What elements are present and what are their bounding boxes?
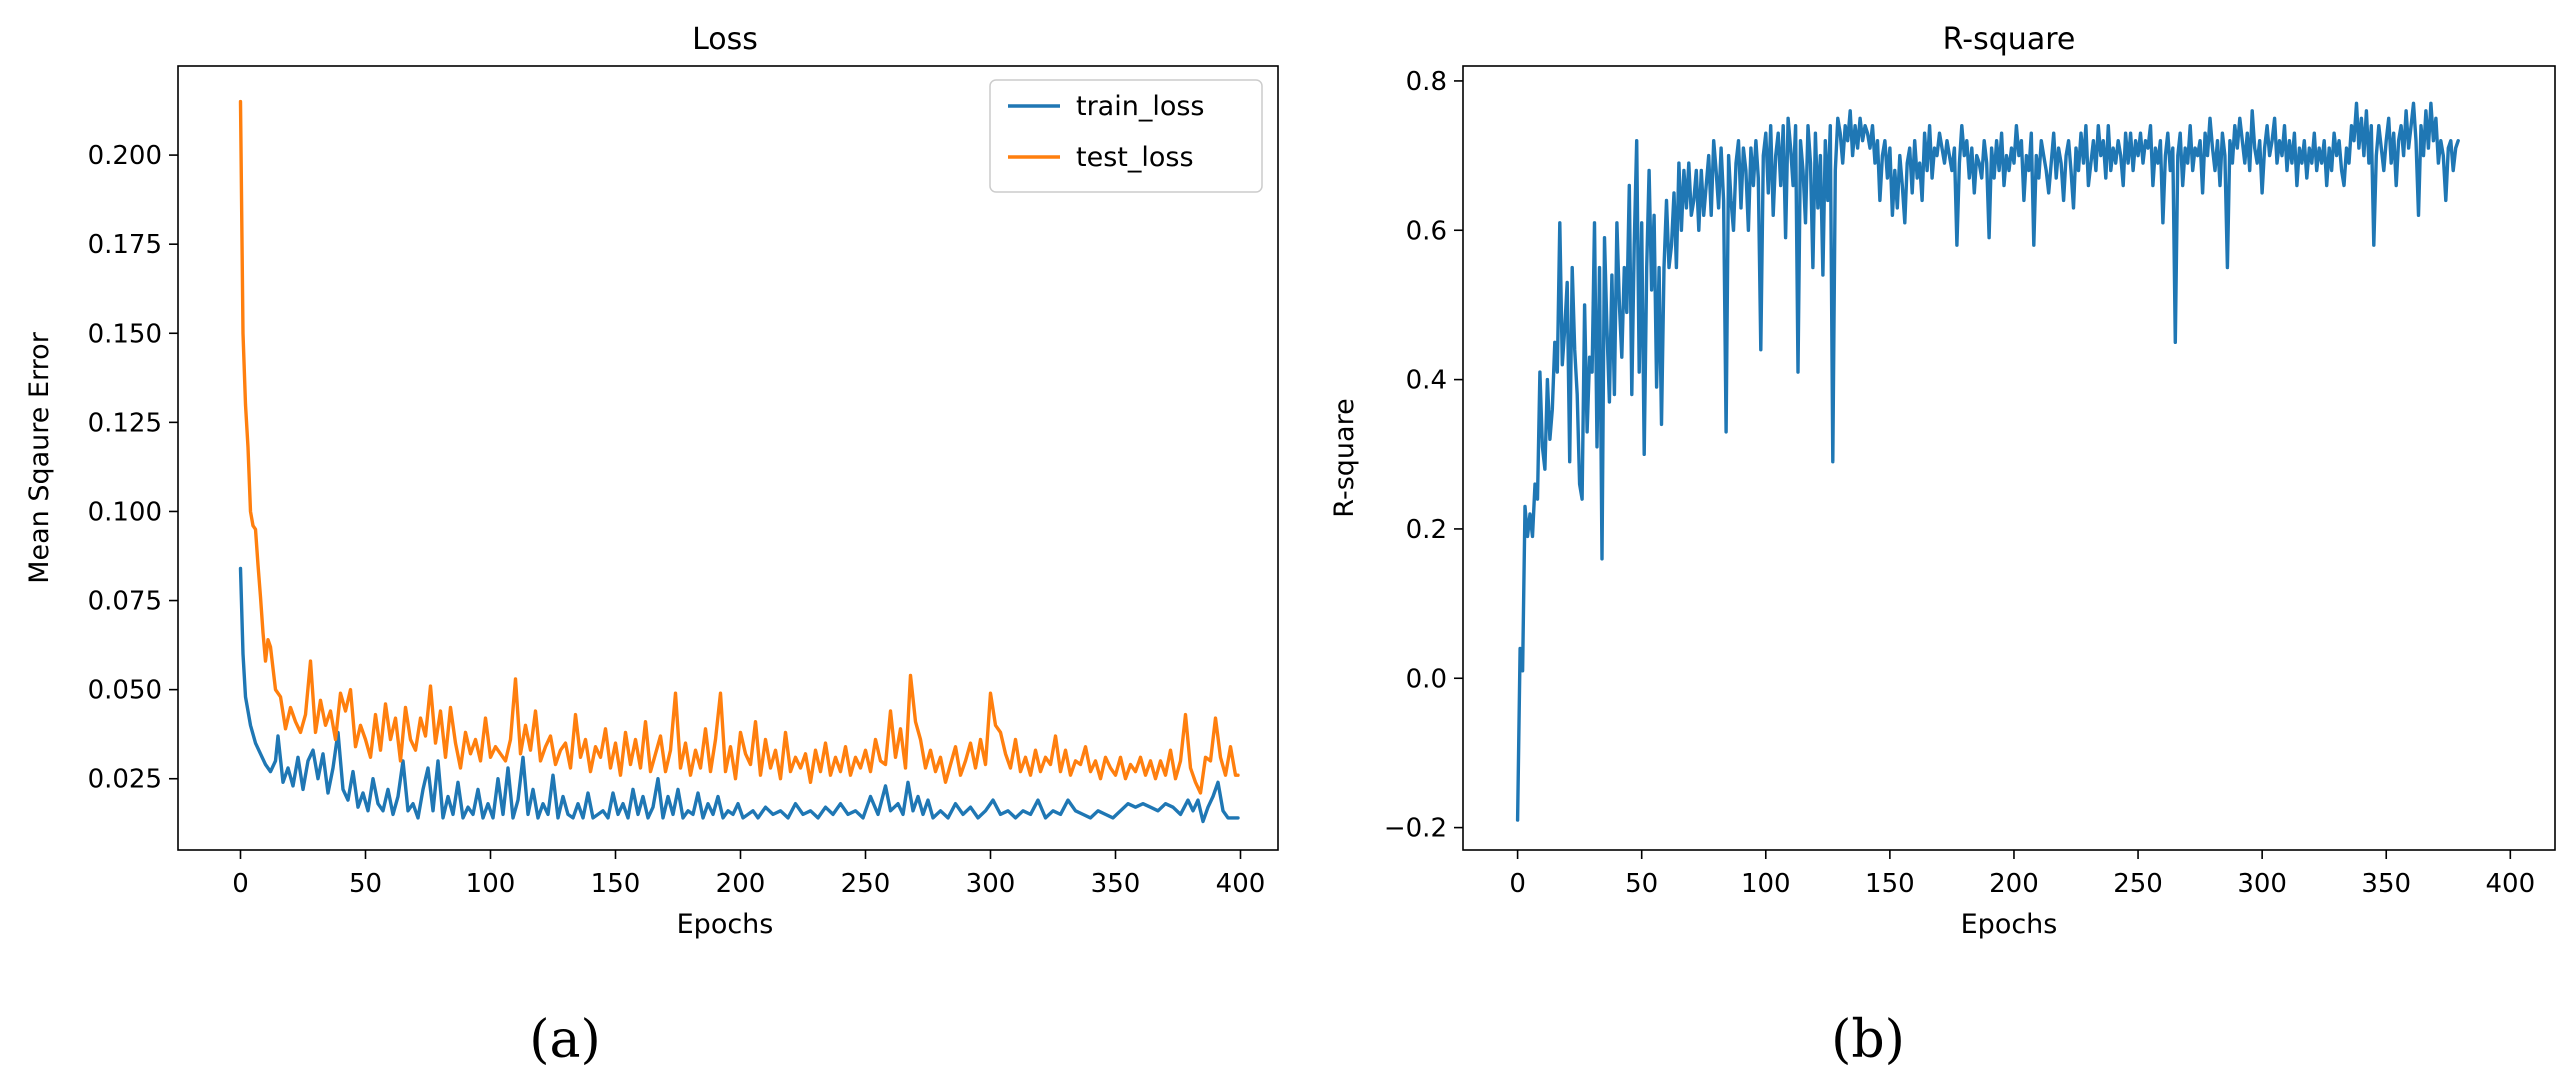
r-square-chart-title: R-square — [1943, 22, 2076, 57]
x-tick-label: 300 — [2237, 869, 2287, 899]
loss-legend: train_loss test_loss — [989, 79, 1263, 193]
series-line-r-square — [1515, 101, 2460, 822]
x-tick-label: 150 — [591, 869, 641, 899]
y-tick-label: 0.075 — [88, 587, 162, 617]
r-square-chart: R-square 0 50 100 150 200 250 300 350 400 −0.2 0.… — [1329, 22, 2556, 1069]
y-tick-label: 0.6 — [1406, 216, 1447, 246]
x-tick-label: 250 — [841, 869, 891, 899]
y-tick-label: 0.200 — [88, 141, 162, 171]
r-square-y-axis-label: R-square — [1329, 398, 1360, 517]
legend-box — [989, 79, 1263, 193]
y-tick-label: −0.2 — [1384, 814, 1447, 844]
legend-label-train-loss: train_loss — [1076, 91, 1205, 122]
y-tick-label: 0.8 — [1406, 67, 1447, 97]
y-tick-label: 0.175 — [88, 230, 162, 260]
x-tick-label: 250 — [2113, 869, 2163, 899]
y-tick-label: 0.0 — [1406, 664, 1447, 694]
loss-chart: Loss 0 50 100 150 200 250 300 350 400 0.025 0.050… — [24, 22, 1279, 1069]
x-tick-label: 300 — [966, 869, 1016, 899]
loss-plot-frame — [177, 65, 1279, 851]
x-tick-label: 400 — [1216, 869, 1266, 899]
x-tick-label: 100 — [466, 869, 516, 899]
x-tick-label: 150 — [1865, 869, 1915, 899]
x-tick-label: 50 — [349, 869, 382, 899]
x-tick-label: 50 — [1625, 869, 1658, 899]
legend-label-test-loss: test_loss — [1076, 142, 1194, 173]
x-tick-label: 350 — [1091, 869, 1141, 899]
y-tick-label: 0.150 — [88, 319, 162, 349]
x-tick-label: 200 — [716, 869, 766, 899]
x-tick-label: 0 — [232, 869, 249, 899]
y-tick-label: 0.125 — [88, 408, 162, 438]
loss-x-axis-label: Epochs — [677, 909, 774, 940]
y-tick-label: 0.050 — [88, 676, 162, 706]
series-line-train-loss — [238, 566, 1240, 824]
x-tick-label: 200 — [1989, 869, 2039, 899]
r-square-plot-frame — [1462, 65, 2556, 851]
r-square-x-axis-label: Epochs — [1961, 909, 2058, 940]
x-tick-label: 100 — [1741, 869, 1791, 899]
y-tick-label: 0.4 — [1406, 366, 1447, 396]
series-line-test-loss — [238, 99, 1240, 795]
y-tick-label: 0.025 — [88, 765, 162, 795]
caption-a: (a) — [529, 1010, 601, 1069]
loss-y-axis-label: Mean Sqaure Error — [24, 331, 55, 583]
y-tick-label: 0.100 — [88, 497, 162, 527]
caption-b: (b) — [1831, 1010, 1905, 1069]
x-tick-label: 0 — [1509, 869, 1526, 899]
y-tick-label: 0.2 — [1406, 515, 1447, 545]
x-tick-label: 350 — [2361, 869, 2411, 899]
x-tick-label: 400 — [2486, 869, 2536, 899]
loss-chart-title: Loss — [692, 22, 758, 57]
